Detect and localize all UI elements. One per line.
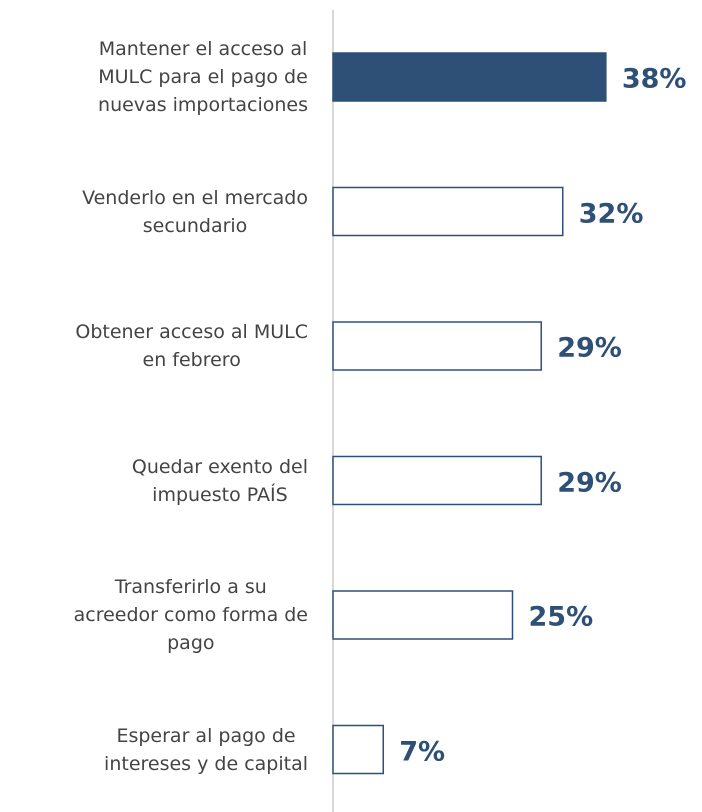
value-label: 29% (557, 467, 622, 498)
bar (332, 455, 542, 506)
category-label: Transferirlo a su acreedor como forma de… (73, 576, 308, 654)
value-label: 25% (528, 601, 594, 633)
category-label-box: Venderlo en el mercado secundario (0, 162, 308, 262)
category-label-box: Mantener el acceso al MULC para el pago … (0, 27, 308, 127)
bar (332, 186, 564, 237)
bar (332, 590, 514, 640)
category-label: Quedar exento del impuesto PAÍS (131, 455, 308, 506)
category-label-box: Quedar exento del impuesto PAÍS (0, 431, 308, 531)
category-label: Obtener acceso al MULC en febrero (75, 321, 308, 371)
value-label: 7% (399, 736, 446, 767)
value-label: 32% (578, 198, 644, 229)
category-label: Mantener el acceso al MULC para el pago … (98, 38, 308, 116)
bar (332, 52, 607, 102)
value-label: 38% (621, 63, 687, 95)
category-label-box: Obtener acceso al MULC en febrero (0, 296, 308, 396)
category-label: Venderlo en el mercado secundario (82, 186, 308, 237)
category-label: Esperar al pago de intereses y de capita… (104, 724, 308, 775)
category-label-box: Transferirlo a su acreedor como forma de… (0, 565, 308, 665)
bar (332, 724, 385, 775)
bar (332, 321, 542, 371)
value-label: 29% (557, 332, 622, 364)
category-label-box: Esperar al pago de intereses y de capita… (0, 700, 308, 800)
